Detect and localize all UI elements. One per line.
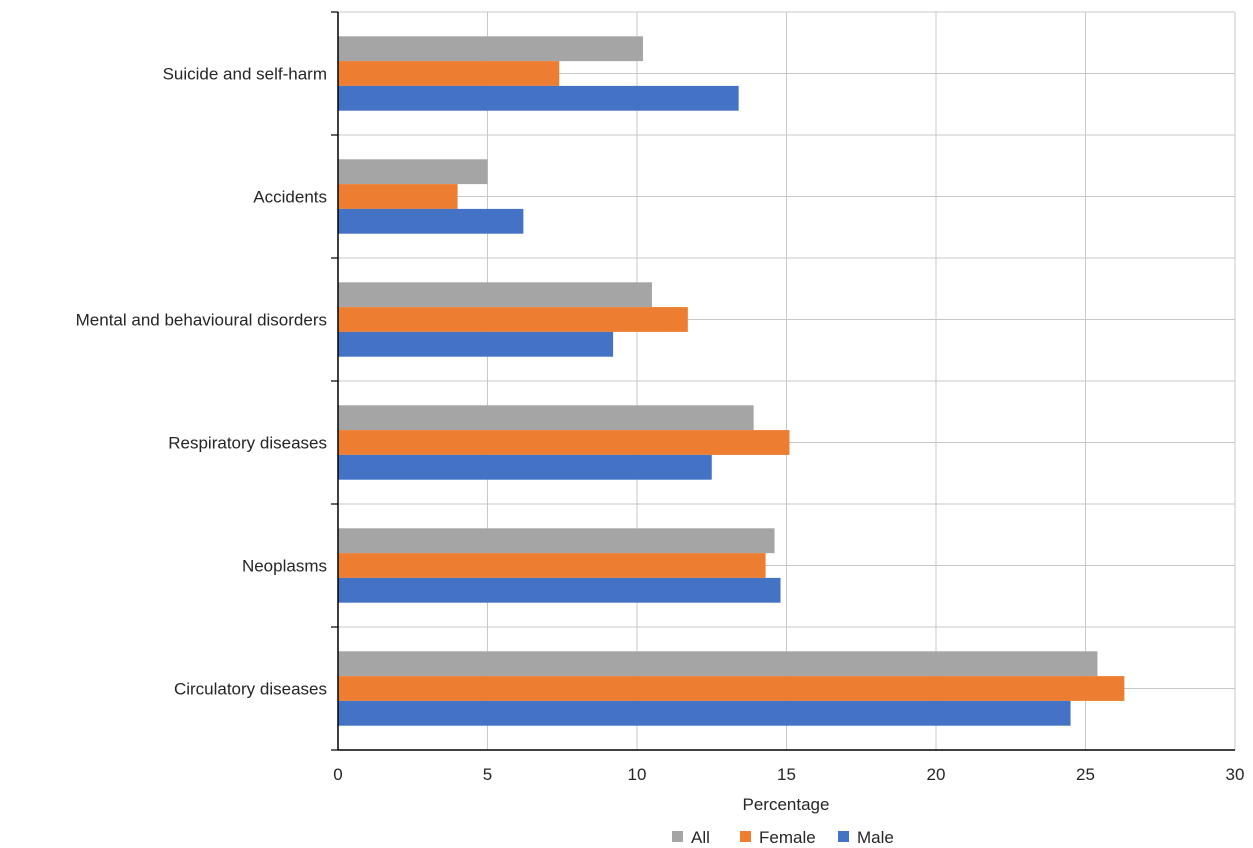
x-tick-label: 30 [1226,765,1245,784]
bar-all [338,405,754,431]
bar-female [338,553,766,578]
legend-label-all: All [691,828,710,847]
bar-all [338,159,488,185]
bar-all [338,528,775,554]
x-tick-labels: 0 5 10 15 20 25 30 [333,765,1244,784]
bar-female [338,676,1125,701]
legend-swatch-all [672,831,683,842]
bar-female [338,184,458,209]
legend-label-male: Male [857,828,894,847]
category-label: Suicide and self-harm [163,65,327,84]
x-tick-label: 20 [927,765,946,784]
category-label: Accidents [253,188,327,207]
axes [331,11,1235,751]
bar-female [338,61,560,86]
bar-male [338,454,712,480]
x-tick-label: 25 [1076,765,1095,784]
gridlines [338,11,1236,751]
bar-male [338,577,781,603]
bar-male [338,85,739,111]
x-axis-title: Percentage [743,795,830,814]
x-tick-label: 5 [483,765,492,784]
category-labels: Suicide and self-harm Accidents Mental and… [76,65,327,699]
bar-male [338,331,614,357]
category-label: Mental and behavioural disorders [76,311,327,330]
bar-female [338,307,688,332]
bar-male [338,208,524,234]
x-tick-label: 0 [333,765,342,784]
x-tick-label: 15 [777,765,796,784]
legend-swatch-female [740,831,751,842]
bars [338,36,1125,726]
category-label: Respiratory diseases [168,434,327,453]
legend: All Female Male [672,828,894,847]
x-tick-label: 10 [628,765,647,784]
bar-all [338,651,1098,677]
bar-all [338,282,652,308]
legend-swatch-male [838,831,849,842]
bar-all [338,36,643,62]
bar-male [338,700,1071,726]
bar-female [338,430,790,455]
category-label: Circulatory diseases [174,680,327,699]
legend-label-female: Female [759,828,816,847]
category-label: Neoplasms [242,557,327,576]
